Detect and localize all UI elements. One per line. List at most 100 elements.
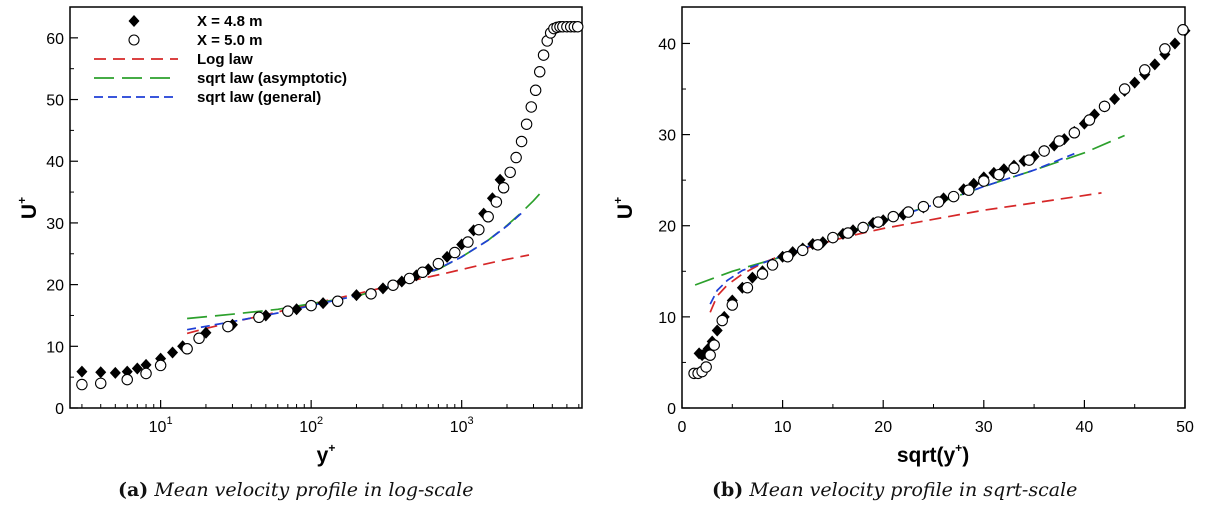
a-legend-symbol-x-4-8-m [128,15,140,27]
b-point-x-5-0-m [1118,83,1131,95]
b-point-x-5-0-m [917,200,930,213]
a-point-x-5-0-m [504,166,516,179]
b-point-x-4-8-m [1109,93,1121,106]
b-point-x-5-0-m [766,259,779,271]
a-point-x-5-0-m [193,332,205,345]
a-point-x-4-8-m [317,297,329,310]
b-point-x-4-8-m [1149,58,1161,71]
b-point-x-5-0-m [1068,127,1081,139]
b-point-x-5-0-m [1083,114,1096,126]
a-y-tick-label: 50 [46,93,64,110]
b-x-tick-label: 20 [874,419,892,436]
a-point-x-5-0-m [140,367,152,380]
b-point-x-5-0-m [1098,100,1111,113]
b-point-x-4-8-m [746,271,758,284]
b-y-tick-label: 20 [658,219,676,236]
b-point-x-5-0-m [857,221,869,234]
a-point-x-5-0-m [365,288,377,300]
a-point-x-4-8-m [377,282,389,295]
a-point-x-4-8-m [350,289,362,302]
a-point-x-5-0-m [387,279,399,291]
b-point-x-5-0-m [756,268,769,280]
b-y-tick-label: 0 [667,401,676,418]
b-point-x-5-0-m [842,227,854,239]
a-point-x-4-8-m [167,346,179,359]
panel-b-chart: 0 10 20 30 40 0 10 20 30 40 50 sqrt(y+) U+ [611,6,1194,467]
a-point-x-4-8-m [140,358,152,371]
b-point-x-4-8-m [787,246,799,259]
a-point-x-5-0-m [416,266,429,279]
panel-a-curves [186,189,545,335]
a-point-x-5-0-m [525,101,538,113]
a-point-x-5-0-m [473,223,485,236]
a-point-x-5-0-m [510,151,522,164]
a-point-x-5-0-m [482,211,494,223]
b-point-x-5-0-m [872,216,884,228]
caption-b-tag: (b) [712,479,744,501]
panel-a-plot-frame [69,6,583,409]
a-x-tick-label: 103 [450,415,474,436]
a-point-x-5-0-m [497,182,510,194]
panel-b-markers [688,24,1191,380]
a-legend-label-log-law: Log law [197,51,253,68]
a-point-x-5-0-m [282,305,294,317]
a-point-x-5-0-m [520,118,533,130]
b-point-x-5-0-m [704,349,716,361]
b-point-x-5-0-m [1023,154,1035,166]
a-y-tick-label: 30 [46,216,64,233]
a-point-x-5-0-m [403,272,416,285]
a-point-x-5-0-m [571,20,584,33]
b-point-x-5-0-m [1053,135,1066,147]
a-x-tick-label: 102 [299,415,323,436]
b-point-x-5-0-m [708,339,720,351]
panel-b-axis-ticks: 0 10 20 30 40 0 10 20 30 40 50 [658,36,1194,436]
b-point-x-5-0-m [947,190,960,203]
b-point-x-5-0-m [902,206,915,218]
b-point-x-5-0-m [1008,162,1020,175]
b-y-tick-label: 30 [658,128,676,145]
a-point-x-5-0-m [181,343,193,355]
caption-b-text: Mean velocity profile in sqrt-scale [749,479,1078,501]
b-point-x-5-0-m [812,239,824,251]
a-point-x-4-8-m [76,365,88,378]
a-point-x-5-0-m [94,377,107,390]
a-point-x-5-0-m [449,246,461,259]
b-point-x-5-0-m [1159,43,1171,55]
b-point-x-5-0-m [978,175,990,187]
a-point-x-5-0-m [537,49,550,61]
b-x-tick-label: 30 [975,419,993,436]
a-point-x-4-8-m [109,366,121,379]
b-point-x-5-0-m [1038,145,1050,157]
a-line-sqrt-law-asymptotic [187,189,545,320]
b-x-tick-label: 10 [774,419,792,436]
b-line-sqrt-law-general [709,152,1075,305]
a-point-x-5-0-m [462,236,474,248]
b-point-x-5-0-m [962,184,975,196]
b-point-x-5-0-m [796,244,809,257]
a-y-tick-label: 40 [46,154,64,171]
b-x-tick-label: 50 [1176,419,1194,436]
b-x-tick-label: 0 [678,419,687,436]
caption-a: (a) Mean velocity profile in log-scale [118,479,473,501]
a-point-x-4-8-m [291,303,303,316]
a-point-x-5-0-m [154,359,167,372]
panel-a-x-axis-title: y+ [317,441,336,467]
a-y-tick-label: 20 [46,278,64,295]
a-point-x-5-0-m [529,84,542,97]
a-point-x-4-8-m [131,362,143,375]
b-point-x-5-0-m [726,299,739,311]
a-point-x-4-8-m [95,366,107,379]
caption-a-text: Mean velocity profile in log-scale [154,479,474,501]
a-point-x-5-0-m [490,196,503,208]
caption-b: (b) Mean velocity profile in sqrt-scale [712,479,1077,501]
panel-a-legend: X = 4.8 m X = 5.0 m Log law sqrt law (asymp… [94,13,347,106]
b-point-x-5-0-m [1139,64,1151,76]
a-y-tick-label: 0 [55,401,64,418]
a-point-x-5-0-m [253,311,265,324]
a-point-x-5-0-m [222,320,234,333]
b-point-x-5-0-m [827,231,839,244]
a-point-x-5-0-m [121,373,133,386]
a-x-tick-label: 101 [149,415,173,436]
